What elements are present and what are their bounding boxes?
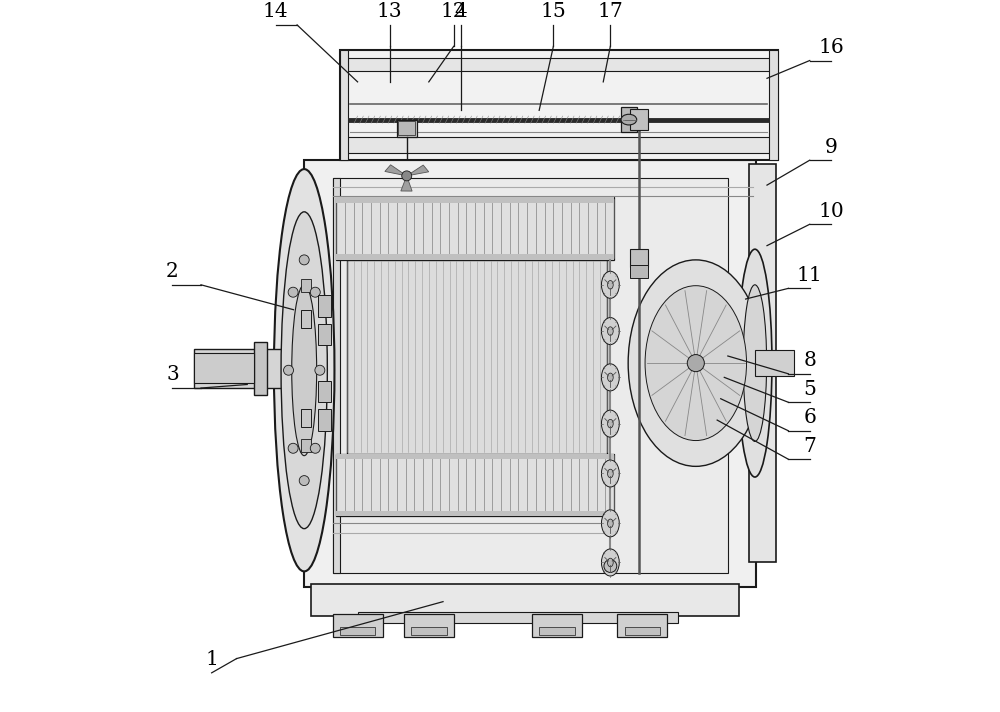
Ellipse shape bbox=[601, 410, 619, 437]
Bar bbox=[755, 350, 794, 376]
Bar bbox=[311, 584, 739, 616]
Bar bbox=[630, 249, 648, 267]
Bar bbox=[301, 409, 311, 427]
Circle shape bbox=[288, 444, 298, 454]
Bar bbox=[347, 58, 771, 71]
Text: 3: 3 bbox=[166, 365, 179, 384]
Bar bbox=[333, 178, 728, 573]
Bar bbox=[769, 50, 778, 160]
Ellipse shape bbox=[608, 558, 613, 567]
Ellipse shape bbox=[601, 318, 619, 345]
Ellipse shape bbox=[601, 510, 619, 537]
Bar bbox=[347, 260, 607, 454]
Text: 9: 9 bbox=[825, 137, 838, 157]
Bar bbox=[318, 409, 331, 431]
Ellipse shape bbox=[621, 114, 637, 125]
Bar bbox=[333, 178, 340, 573]
Bar bbox=[340, 627, 375, 635]
Polygon shape bbox=[401, 176, 412, 191]
Ellipse shape bbox=[601, 271, 619, 298]
Bar bbox=[340, 50, 348, 160]
Circle shape bbox=[310, 287, 320, 297]
Text: 6: 6 bbox=[803, 408, 816, 427]
Text: 13: 13 bbox=[377, 2, 402, 21]
Ellipse shape bbox=[608, 281, 613, 289]
Text: 14: 14 bbox=[263, 2, 289, 21]
Bar bbox=[318, 324, 331, 345]
Circle shape bbox=[402, 171, 412, 181]
Ellipse shape bbox=[604, 560, 617, 572]
Bar bbox=[532, 614, 582, 637]
Bar bbox=[194, 349, 308, 388]
Ellipse shape bbox=[743, 285, 767, 441]
Bar bbox=[539, 627, 575, 635]
Bar bbox=[404, 614, 454, 637]
Text: 11: 11 bbox=[797, 266, 823, 285]
Ellipse shape bbox=[628, 260, 763, 466]
Text: 5: 5 bbox=[803, 379, 816, 399]
Bar bbox=[336, 254, 614, 260]
Ellipse shape bbox=[608, 419, 613, 428]
Text: 4: 4 bbox=[454, 2, 467, 21]
Bar bbox=[347, 137, 771, 153]
Bar bbox=[411, 627, 447, 635]
Circle shape bbox=[299, 476, 309, 486]
Polygon shape bbox=[407, 165, 429, 176]
Bar bbox=[358, 612, 678, 623]
Bar bbox=[336, 197, 614, 203]
Ellipse shape bbox=[608, 519, 613, 528]
Ellipse shape bbox=[601, 460, 619, 487]
Bar bbox=[621, 107, 637, 132]
Circle shape bbox=[284, 365, 294, 375]
Circle shape bbox=[299, 255, 309, 265]
Circle shape bbox=[687, 355, 704, 372]
Bar bbox=[194, 353, 254, 383]
Ellipse shape bbox=[608, 327, 613, 335]
Text: 7: 7 bbox=[803, 436, 816, 456]
Text: 2: 2 bbox=[166, 262, 179, 281]
Circle shape bbox=[288, 287, 298, 297]
Bar bbox=[336, 454, 614, 516]
Circle shape bbox=[315, 365, 325, 375]
Bar bbox=[254, 342, 267, 395]
Bar bbox=[340, 50, 778, 160]
Circle shape bbox=[310, 444, 320, 454]
Text: 8: 8 bbox=[803, 351, 816, 370]
Bar bbox=[318, 381, 331, 402]
Ellipse shape bbox=[608, 469, 613, 478]
Bar bbox=[301, 279, 311, 292]
Bar bbox=[630, 109, 648, 130]
Text: 12: 12 bbox=[441, 2, 467, 21]
Ellipse shape bbox=[645, 286, 747, 441]
Bar bbox=[318, 295, 331, 317]
Ellipse shape bbox=[292, 285, 317, 456]
Ellipse shape bbox=[274, 169, 334, 571]
Bar bbox=[630, 265, 648, 278]
Bar bbox=[301, 439, 311, 452]
Bar bbox=[301, 310, 311, 328]
Bar bbox=[336, 197, 614, 260]
Bar bbox=[336, 454, 614, 459]
Bar bbox=[304, 160, 756, 587]
Bar bbox=[336, 511, 614, 516]
Ellipse shape bbox=[601, 549, 619, 576]
Text: 17: 17 bbox=[597, 2, 623, 21]
Bar bbox=[333, 614, 383, 637]
Text: 16: 16 bbox=[818, 38, 844, 57]
Text: 15: 15 bbox=[541, 2, 566, 21]
Ellipse shape bbox=[601, 364, 619, 391]
Bar bbox=[397, 120, 417, 137]
Text: 1: 1 bbox=[205, 650, 218, 669]
Text: 10: 10 bbox=[818, 201, 844, 221]
Ellipse shape bbox=[608, 373, 613, 382]
Polygon shape bbox=[385, 164, 407, 176]
Bar bbox=[625, 627, 660, 635]
Ellipse shape bbox=[738, 249, 772, 477]
Ellipse shape bbox=[281, 212, 327, 528]
Bar bbox=[617, 614, 667, 637]
Bar bbox=[398, 121, 415, 135]
Bar bbox=[749, 164, 776, 562]
